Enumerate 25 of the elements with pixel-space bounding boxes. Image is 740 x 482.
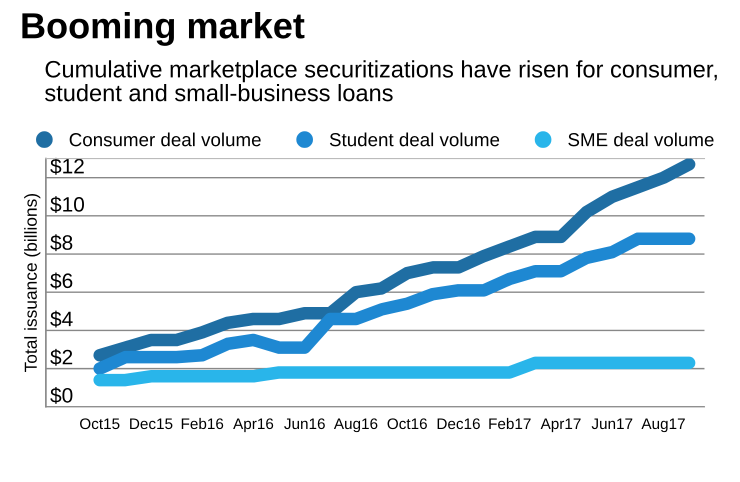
x-tick-label: Aug16 — [334, 418, 378, 432]
x-tick-label: Jun17 — [592, 418, 632, 430]
x-tick-label: Aug17 — [641, 418, 685, 432]
x-tick-label: Dec15 — [130, 418, 172, 430]
y-tick-label: $2 — [50, 348, 72, 366]
x-tick-label: Oct16 — [388, 418, 427, 430]
legend-label: Consumer deal volume — [70, 132, 261, 146]
legend-label: SME deal volume — [568, 132, 714, 146]
x-tick-label: Dec16 — [438, 418, 480, 430]
y-tick-label: $8 — [50, 234, 72, 252]
x-tick-label: Apr16 — [233, 418, 274, 432]
x-tick-label: Oct15 — [80, 418, 120, 430]
y-tick-label: $0 — [50, 387, 72, 404]
y-tick-label: $10 — [50, 196, 84, 213]
y-tick-label: $6 — [50, 272, 72, 290]
legend-label: Student deal volume — [330, 132, 500, 146]
chart-subtitle: Cumulative marketplace securitizations have risen for consumer, student and small-business loans — [45, 60, 717, 102]
y-tick-label: $12 — [50, 158, 84, 175]
x-tick-label: Jun16 — [284, 418, 325, 430]
x-tick-label: Apr17 — [540, 418, 581, 432]
chart-title: Booming market — [22, 12, 304, 46]
y-tick-label: $4 — [50, 310, 73, 328]
y-axis-title: Total issuance (billions) — [24, 194, 40, 372]
x-tick-label: Feb17 — [489, 418, 531, 430]
x-tick-label: Feb16 — [182, 418, 224, 430]
